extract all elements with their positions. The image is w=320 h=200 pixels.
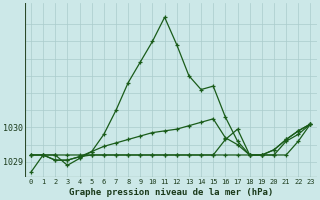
X-axis label: Graphe pression niveau de la mer (hPa): Graphe pression niveau de la mer (hPa) [68, 188, 273, 197]
